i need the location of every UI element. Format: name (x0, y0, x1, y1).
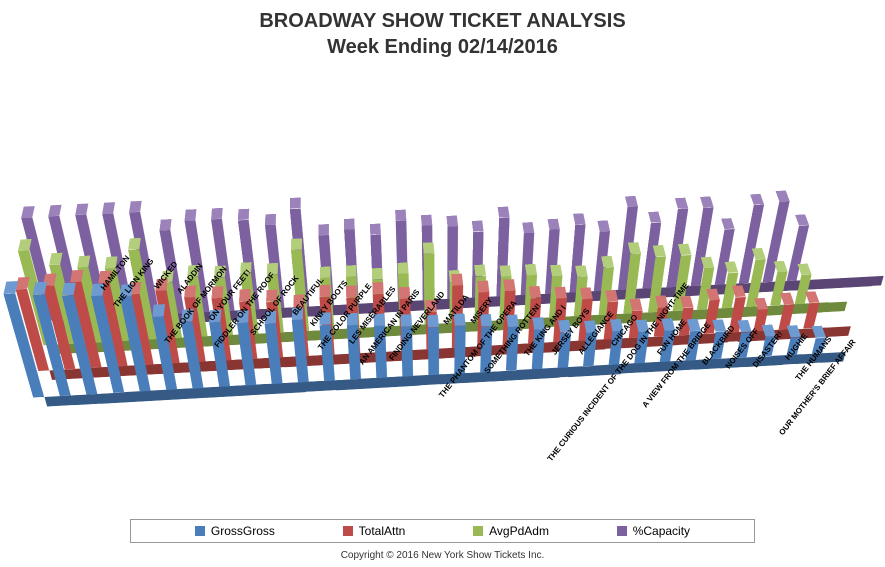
bar (634, 363, 645, 364)
bar (736, 357, 747, 358)
bar (33, 397, 44, 398)
chart-subtitle: Week Ending 02/14/2016 (0, 34, 885, 60)
legend-swatch (473, 526, 483, 536)
bar (454, 373, 465, 374)
bar (685, 360, 696, 361)
legend-label: TotalAttn (359, 524, 406, 538)
bar (428, 375, 439, 376)
bar (87, 394, 98, 395)
bar (480, 372, 491, 373)
legend-item-avgpdadm: AvgPdAdm (473, 524, 549, 538)
bar (711, 359, 722, 360)
legend-label: AvgPdAdm (489, 524, 549, 538)
bar (729, 332, 739, 333)
legend-label: GrossGross (211, 524, 275, 538)
chart-floor (0, 117, 885, 456)
bar (679, 335, 689, 336)
bar (786, 354, 797, 355)
bar (660, 362, 671, 363)
bar (812, 353, 822, 354)
bar (721, 308, 731, 309)
legend-swatch (343, 526, 353, 536)
bar (60, 395, 71, 396)
legend-item-grossgross: GrossGross (195, 524, 275, 538)
bar (324, 381, 335, 382)
legend-label: %Capacity (633, 524, 690, 538)
legend-swatch (617, 526, 627, 536)
legend-swatch (195, 526, 205, 536)
title-block: BROADWAY SHOW TICKET ANALYSIS Week Endin… (0, 0, 885, 60)
legend: GrossGross TotalAttn AvgPdAdm %Capacity (130, 519, 755, 543)
bar (38, 370, 49, 371)
copyright-text: Copyright © 2016 New York Show Tickets I… (0, 550, 885, 561)
legend-item-pctcapacity: %Capacity (617, 524, 690, 538)
chart-area (30, 70, 855, 460)
chart-title: BROADWAY SHOW TICKET ANALYSIS (0, 8, 885, 34)
legend-item-totalattn: TotalAttn (343, 524, 406, 538)
